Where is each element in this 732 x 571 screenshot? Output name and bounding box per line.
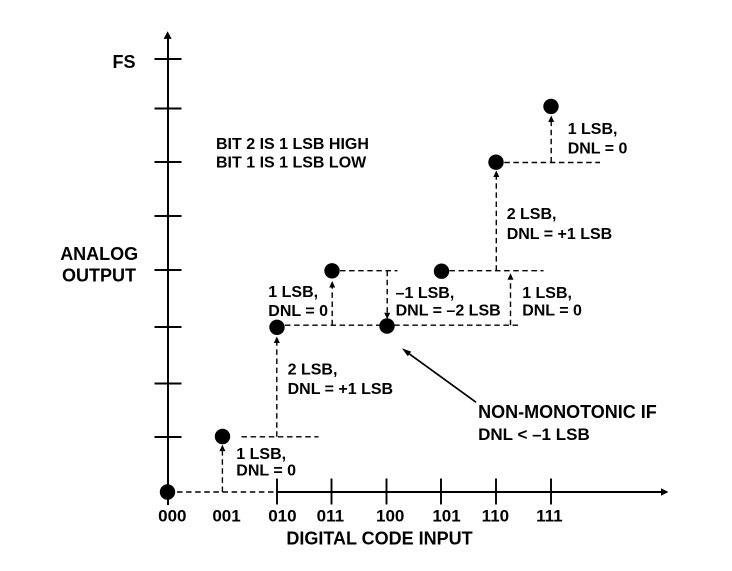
svg-text:101: 101 — [432, 507, 460, 526]
svg-text:1 LSB,: 1 LSB, — [568, 121, 618, 138]
svg-text:OUTPUT: OUTPUT — [62, 265, 136, 285]
svg-text:DNL = 0: DNL = 0 — [568, 141, 628, 158]
svg-text:DNL = 0: DNL = 0 — [268, 303, 328, 320]
svg-text:–1 LSB,: –1 LSB, — [396, 285, 455, 302]
svg-text:100: 100 — [376, 507, 404, 526]
svg-text:DNL = +1 LSB: DNL = +1 LSB — [288, 381, 394, 398]
svg-text:010: 010 — [268, 507, 296, 526]
svg-text:2 LSB,: 2 LSB, — [507, 206, 557, 223]
svg-text:DNL = 0: DNL = 0 — [522, 303, 582, 320]
svg-text:BIT 1 IS 1 LSB LOW: BIT 1 IS 1 LSB LOW — [216, 155, 367, 172]
svg-text:DNL = 0: DNL = 0 — [236, 463, 296, 480]
svg-text:DNL = +1 LSB: DNL = +1 LSB — [507, 226, 613, 243]
svg-text:111: 111 — [536, 507, 563, 526]
svg-text:FS: FS — [112, 52, 135, 72]
svg-text:011: 011 — [317, 507, 344, 526]
svg-text:DNL = –2 LSB: DNL = –2 LSB — [396, 303, 501, 320]
svg-text:001: 001 — [212, 507, 240, 526]
svg-text:DNL < –1 LSB: DNL < –1 LSB — [478, 425, 590, 444]
svg-text:1 LSB,: 1 LSB, — [268, 284, 318, 301]
svg-text:2 LSB,: 2 LSB, — [288, 362, 338, 379]
svg-text:110: 110 — [482, 507, 509, 526]
svg-text:BIT 2 IS 1 LSB HIGH: BIT 2 IS 1 LSB HIGH — [216, 136, 369, 153]
svg-text:000: 000 — [158, 507, 186, 526]
svg-text:ANALOG: ANALOG — [60, 244, 138, 264]
svg-text:1 LSB,: 1 LSB, — [236, 446, 286, 463]
svg-text:NON-MONOTONIC IF: NON-MONOTONIC IF — [478, 402, 657, 422]
svg-text:DIGITAL CODE INPUT: DIGITAL CODE INPUT — [286, 528, 472, 548]
svg-text:1 LSB,: 1 LSB, — [522, 285, 572, 302]
